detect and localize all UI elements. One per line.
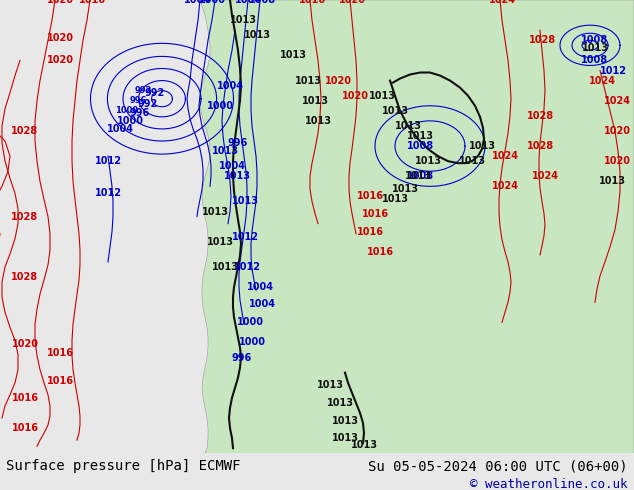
Text: 1004: 1004 — [247, 282, 273, 292]
Text: 1020: 1020 — [604, 156, 630, 166]
Text: 1012: 1012 — [600, 66, 626, 75]
Text: 1000: 1000 — [117, 116, 143, 126]
Text: 1013: 1013 — [415, 156, 441, 166]
Text: 1013: 1013 — [280, 50, 306, 60]
Text: 1013: 1013 — [230, 15, 257, 25]
Text: © weatheronline.co.uk: © weatheronline.co.uk — [470, 478, 628, 490]
Text: 1013: 1013 — [351, 440, 377, 450]
Text: 1020: 1020 — [325, 75, 351, 86]
Text: 1013: 1013 — [406, 131, 434, 141]
Text: 1000: 1000 — [115, 106, 139, 115]
Text: 1020: 1020 — [604, 126, 630, 136]
Text: 1016: 1016 — [79, 0, 105, 5]
Text: 1013: 1013 — [382, 195, 408, 204]
Text: 1016: 1016 — [356, 192, 384, 201]
Text: 1013: 1013 — [327, 398, 354, 408]
Text: 1028: 1028 — [526, 141, 553, 151]
Text: 1004: 1004 — [107, 124, 134, 134]
Text: 1004: 1004 — [235, 0, 261, 5]
Text: 1013: 1013 — [304, 116, 332, 126]
Text: 1013: 1013 — [404, 172, 432, 181]
Text: 1008: 1008 — [581, 55, 609, 66]
Text: 1000: 1000 — [198, 0, 226, 5]
Text: 1013: 1013 — [392, 184, 418, 195]
Text: 1013: 1013 — [458, 156, 486, 166]
Text: 1016: 1016 — [299, 0, 325, 5]
Text: 992: 992 — [138, 99, 158, 109]
Text: 1004: 1004 — [249, 299, 276, 309]
Text: 1008: 1008 — [406, 172, 434, 181]
Text: 992: 992 — [145, 88, 165, 98]
Text: 1020: 1020 — [46, 0, 74, 5]
Polygon shape — [200, 0, 634, 453]
Text: 1020: 1020 — [46, 55, 74, 66]
Text: 1013: 1013 — [302, 96, 328, 106]
Text: 1013: 1013 — [469, 141, 496, 151]
Text: 1013: 1013 — [231, 196, 259, 206]
Text: 1028: 1028 — [11, 212, 39, 221]
Text: Su 05-05-2024 06:00 UTC (06+00): Su 05-05-2024 06:00 UTC (06+00) — [368, 459, 628, 473]
Text: 1013: 1013 — [368, 91, 396, 100]
Text: 1008: 1008 — [406, 141, 434, 151]
Text: 1020: 1020 — [339, 0, 365, 5]
Text: 1012: 1012 — [94, 156, 122, 166]
Text: 1024: 1024 — [531, 172, 559, 181]
Text: 1013: 1013 — [224, 172, 250, 181]
Text: 1013: 1013 — [332, 433, 358, 443]
Text: 1013: 1013 — [394, 121, 422, 131]
Text: 1024: 1024 — [604, 96, 630, 106]
Text: 1020: 1020 — [46, 33, 74, 43]
Text: 1013: 1013 — [295, 75, 321, 86]
Text: 996: 996 — [232, 353, 252, 363]
Text: 1024: 1024 — [491, 151, 519, 161]
Text: 1008: 1008 — [249, 0, 276, 5]
Text: 1008: 1008 — [581, 35, 609, 45]
Text: 1020: 1020 — [342, 91, 368, 100]
Text: 1016: 1016 — [46, 347, 74, 358]
Text: 1013: 1013 — [202, 206, 228, 217]
Text: 1024: 1024 — [491, 181, 519, 191]
Text: 1013: 1013 — [212, 146, 238, 156]
Text: 1028: 1028 — [11, 126, 39, 136]
Text: 1013: 1013 — [243, 30, 271, 40]
Text: 1016: 1016 — [46, 376, 74, 386]
Text: 1004: 1004 — [216, 81, 243, 91]
Text: 1013: 1013 — [316, 380, 344, 390]
Text: 1012: 1012 — [94, 188, 122, 198]
Text: 996: 996 — [228, 138, 248, 148]
Text: 1016: 1016 — [11, 423, 39, 433]
Text: 1012: 1012 — [233, 262, 261, 272]
Text: 1000: 1000 — [207, 101, 233, 111]
Text: 1016: 1016 — [11, 393, 39, 403]
Text: 1016: 1016 — [361, 209, 389, 219]
Text: 1004: 1004 — [219, 161, 245, 171]
Text: 1013: 1013 — [207, 237, 233, 247]
Text: 1013: 1013 — [212, 262, 238, 272]
Text: 1012: 1012 — [231, 232, 259, 242]
Text: 1004: 1004 — [183, 0, 210, 5]
Text: 996: 996 — [129, 96, 146, 105]
Text: 1028: 1028 — [11, 272, 39, 282]
Text: 1028: 1028 — [528, 35, 555, 45]
Text: 992: 992 — [134, 86, 152, 95]
Text: 996: 996 — [130, 108, 150, 118]
Text: 1020: 1020 — [11, 340, 39, 349]
Text: 1028: 1028 — [526, 111, 553, 121]
Text: Surface pressure [hPa] ECMWF: Surface pressure [hPa] ECMWF — [6, 459, 241, 473]
Text: 1000: 1000 — [236, 318, 264, 327]
Text: 1013: 1013 — [332, 416, 358, 426]
Text: 1016: 1016 — [356, 227, 384, 237]
Text: 1024: 1024 — [588, 75, 616, 86]
Text: 1024: 1024 — [489, 0, 515, 5]
Text: 1013: 1013 — [382, 106, 408, 116]
Text: 1013: 1013 — [581, 43, 609, 53]
Text: 1000: 1000 — [238, 338, 266, 347]
Text: 1016: 1016 — [366, 247, 394, 257]
Text: 1013: 1013 — [598, 176, 626, 186]
